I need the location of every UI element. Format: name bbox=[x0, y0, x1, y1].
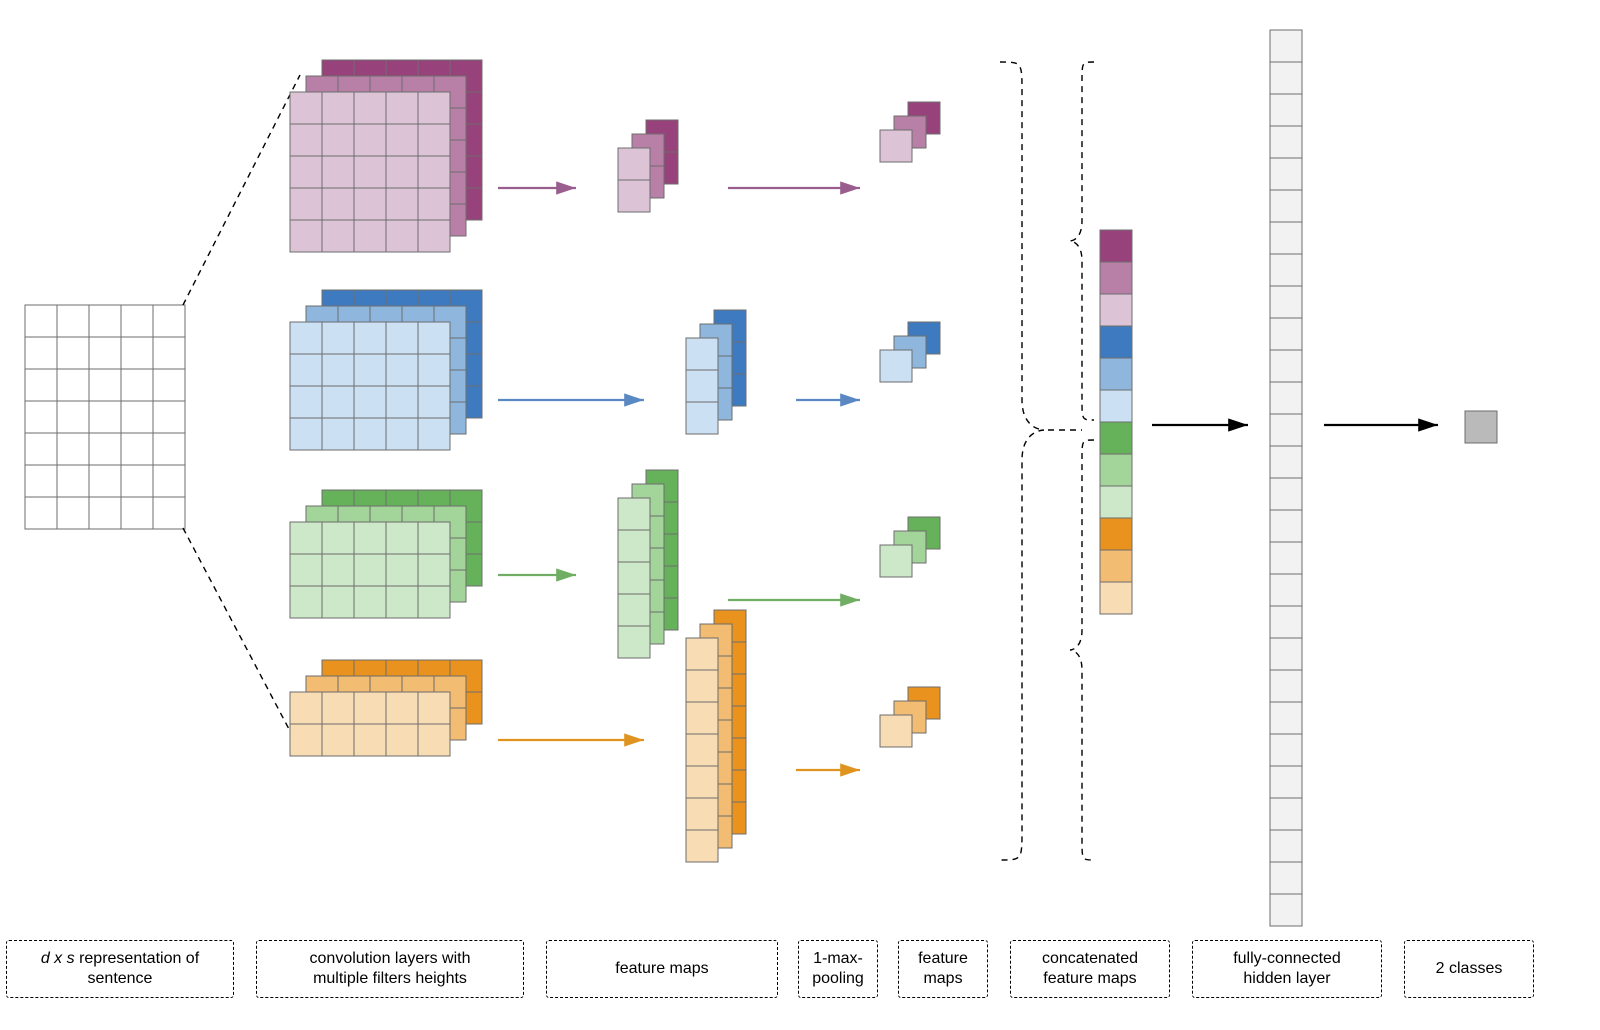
brace-2 bbox=[1070, 440, 1094, 860]
hidden-cell-18 bbox=[1270, 606, 1302, 638]
concat-cell-9 bbox=[1100, 518, 1132, 550]
conv-filter-orange-layer-2 bbox=[290, 692, 450, 756]
pooled-orange-cell-0 bbox=[880, 715, 912, 747]
output-cell bbox=[1465, 411, 1497, 443]
concat-cell-0 bbox=[1100, 230, 1132, 262]
concat-cell-2 bbox=[1100, 294, 1132, 326]
hidden-cell-8 bbox=[1270, 286, 1302, 318]
concat-cell-10 bbox=[1100, 550, 1132, 582]
hidden-cell-9 bbox=[1270, 318, 1302, 350]
hidden-cell-17 bbox=[1270, 574, 1302, 606]
fanout-dash-0 bbox=[183, 75, 300, 305]
hidden-cell-14 bbox=[1270, 478, 1302, 510]
stage-label-3: 1-max-pooling bbox=[798, 940, 878, 998]
stage-label-5: concatenatedfeature maps bbox=[1010, 940, 1170, 998]
pooled-green-cell-0 bbox=[880, 545, 912, 577]
hidden-cell-13 bbox=[1270, 446, 1302, 478]
concat-cell-11 bbox=[1100, 582, 1132, 614]
cnn-architecture-diagram bbox=[0, 0, 1600, 1030]
fanout-dash-1 bbox=[183, 528, 300, 750]
feature-map-purple-layer-2 bbox=[618, 148, 650, 212]
concat-cell-5 bbox=[1100, 390, 1132, 422]
stage-label-4: featuremaps bbox=[898, 940, 988, 998]
concat-cell-1 bbox=[1100, 262, 1132, 294]
hidden-cell-7 bbox=[1270, 254, 1302, 286]
hidden-cell-10 bbox=[1270, 350, 1302, 382]
hidden-cell-16 bbox=[1270, 542, 1302, 574]
hidden-cell-19 bbox=[1270, 638, 1302, 670]
feature-map-green-layer-2 bbox=[618, 498, 650, 658]
stage-label-0: d x s representation ofsentence bbox=[6, 940, 234, 998]
brace-0 bbox=[1000, 62, 1044, 860]
stage-label-7: 2 classes bbox=[1404, 940, 1534, 998]
stage-label-6: fully-connectedhidden layer bbox=[1192, 940, 1382, 998]
pooled-blue-cell-0 bbox=[880, 350, 912, 382]
hidden-cell-0 bbox=[1270, 30, 1302, 62]
feature-map-orange-layer-2 bbox=[686, 638, 718, 862]
hidden-cell-23 bbox=[1270, 766, 1302, 798]
hidden-cell-2 bbox=[1270, 94, 1302, 126]
concat-cell-4 bbox=[1100, 358, 1132, 390]
conv-filter-green-layer-2 bbox=[290, 522, 450, 618]
concat-cell-3 bbox=[1100, 326, 1132, 358]
input-sentence-matrix bbox=[25, 305, 185, 529]
pooled-purple-cell-0 bbox=[880, 130, 912, 162]
hidden-cell-21 bbox=[1270, 702, 1302, 734]
hidden-cell-15 bbox=[1270, 510, 1302, 542]
hidden-cell-5 bbox=[1270, 190, 1302, 222]
hidden-cell-24 bbox=[1270, 798, 1302, 830]
brace-1 bbox=[1070, 62, 1094, 420]
hidden-cell-3 bbox=[1270, 126, 1302, 158]
hidden-cell-20 bbox=[1270, 670, 1302, 702]
hidden-cell-27 bbox=[1270, 894, 1302, 926]
hidden-cell-4 bbox=[1270, 158, 1302, 190]
conv-filter-blue-layer-2 bbox=[290, 322, 450, 450]
hidden-cell-11 bbox=[1270, 382, 1302, 414]
hidden-cell-12 bbox=[1270, 414, 1302, 446]
hidden-cell-6 bbox=[1270, 222, 1302, 254]
conv-filter-purple-layer-2 bbox=[290, 92, 450, 252]
hidden-cell-26 bbox=[1270, 862, 1302, 894]
concat-cell-6 bbox=[1100, 422, 1132, 454]
hidden-cell-22 bbox=[1270, 734, 1302, 766]
concat-cell-7 bbox=[1100, 454, 1132, 486]
hidden-cell-25 bbox=[1270, 830, 1302, 862]
feature-map-blue-layer-2 bbox=[686, 338, 718, 434]
stage-label-1: convolution layers withmultiple filters … bbox=[256, 940, 524, 998]
stage-label-2: feature maps bbox=[546, 940, 778, 998]
hidden-cell-1 bbox=[1270, 62, 1302, 94]
concat-cell-8 bbox=[1100, 486, 1132, 518]
